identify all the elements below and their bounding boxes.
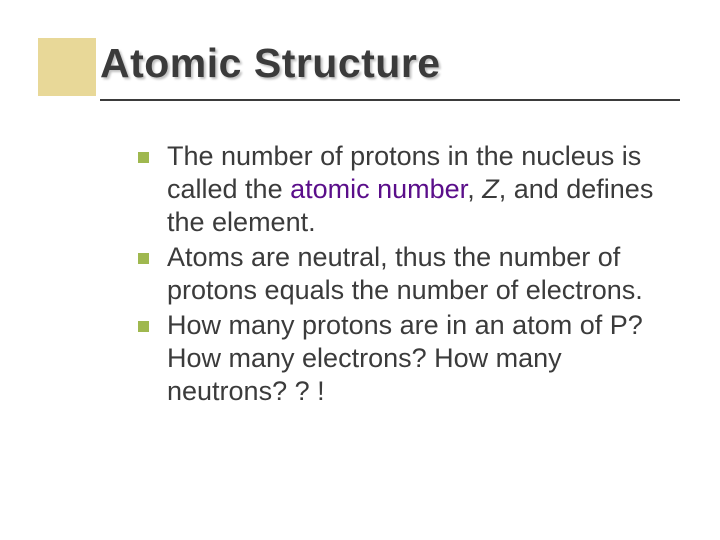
- text-segment: How many protons are in an atom of P? Ho…: [167, 310, 643, 406]
- slide-title: Atomic Structure: [100, 40, 441, 87]
- title-accent-box: [38, 38, 96, 96]
- bullet-text: How many protons are in an atom of P? Ho…: [167, 309, 678, 408]
- italic-text: Z: [482, 174, 499, 204]
- bullet-text: The number of protons in the nucleus is …: [167, 140, 678, 239]
- text-segment: Atoms are neutral, thus the number of pr…: [167, 242, 643, 305]
- text-segment: ,: [467, 174, 482, 204]
- bullet-text: Atoms are neutral, thus the number of pr…: [167, 241, 678, 307]
- bullet-item: Atoms are neutral, thus the number of pr…: [138, 241, 678, 307]
- term-text: atomic number: [290, 174, 467, 204]
- title-underline: [100, 99, 680, 101]
- bullet-item: The number of protons in the nucleus is …: [138, 140, 678, 239]
- bullet-item: How many protons are in an atom of P? Ho…: [138, 309, 678, 408]
- square-bullet-icon: [138, 321, 149, 332]
- square-bullet-icon: [138, 152, 149, 163]
- slide-body: The number of protons in the nucleus is …: [138, 140, 678, 410]
- square-bullet-icon: [138, 253, 149, 264]
